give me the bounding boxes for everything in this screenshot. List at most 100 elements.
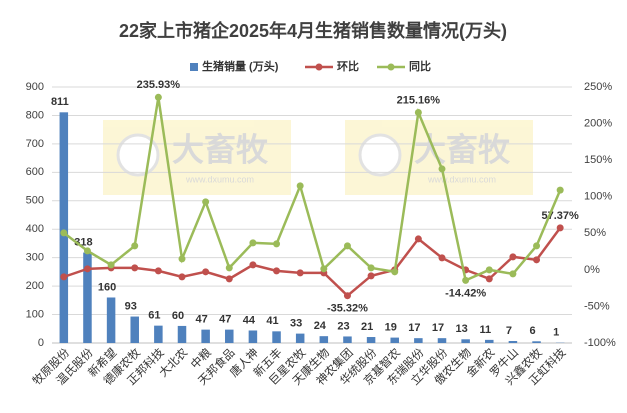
line-point (485, 266, 493, 274)
y-tick-label: 800 (26, 109, 44, 121)
bar (59, 112, 69, 343)
line-point (296, 182, 304, 190)
bar-value-label: 41 (266, 315, 278, 327)
line-value-label: -14.42% (445, 287, 486, 299)
line-point (509, 270, 517, 278)
bar (225, 329, 234, 343)
bar (295, 333, 305, 343)
line-point (131, 242, 139, 250)
legend-label: 同比 (409, 59, 431, 73)
bar-value-label: 811 (51, 96, 69, 108)
line-value-label: 235.93% (137, 79, 181, 91)
y-tick-label: 400 (26, 223, 44, 235)
watermarks: 大畜牧 www.dxumu.com 大畜牧 www.dxumu.com (103, 120, 533, 195)
line-point (202, 198, 210, 206)
bar (461, 339, 470, 343)
line (63, 97, 562, 283)
bar-value-label: 17 (432, 322, 444, 334)
bar-value-label: 47 (219, 314, 231, 326)
bar-value-label: 6 (529, 325, 535, 337)
line-point (367, 264, 375, 272)
bar-value-label: 17 (408, 322, 420, 334)
y-tick-label: 100 (26, 308, 44, 320)
y-tick-label: 500 (26, 195, 44, 207)
bar-value-label: 19 (385, 322, 397, 334)
line-point (83, 247, 91, 255)
y2-tick-label: 150% (584, 154, 612, 166)
y-tick-label: 900 (26, 81, 44, 93)
bar-value-label: 47 (196, 314, 208, 326)
bar (201, 329, 210, 343)
y2-tick-label: 200% (584, 117, 612, 129)
y-tick-label: 200 (26, 280, 44, 292)
line-point (154, 93, 162, 101)
bar (532, 341, 541, 343)
y2-tick-label: 250% (584, 81, 612, 93)
line-point (225, 264, 233, 272)
bar-value-label: 33 (290, 318, 302, 330)
y2-tick-label: 50% (584, 227, 606, 239)
bar-value-label: 7 (506, 325, 512, 337)
bar-value-label: 93 (125, 300, 137, 312)
line-point (462, 276, 470, 284)
line-point (438, 165, 446, 173)
line-point (60, 229, 68, 237)
line-point (296, 269, 304, 277)
line-point (131, 264, 139, 272)
line-point (533, 242, 541, 250)
line-point (60, 273, 68, 281)
line-point (343, 242, 351, 250)
bar-value-label: 60 (172, 310, 184, 322)
line-point (154, 267, 162, 275)
bar (83, 252, 92, 343)
line-point (509, 253, 517, 261)
watermark-text: 大畜牧 (172, 131, 269, 167)
y-tick-label: 300 (26, 252, 44, 264)
line-point (225, 275, 233, 283)
line-point (320, 265, 328, 273)
y2-tick-label: -50% (584, 300, 610, 312)
legend-swatch (190, 63, 198, 71)
bar (319, 336, 329, 343)
line-value-label: 215.16% (397, 94, 441, 106)
bar (106, 297, 116, 343)
y2-tick-label: -100% (584, 337, 616, 349)
chart-title: 22家上市猪企2025年4月生猪销售数量情况(万头) (119, 20, 507, 41)
line-point (533, 256, 541, 264)
line-point (556, 224, 564, 232)
bar (343, 336, 352, 343)
legend-label: 环比 (337, 59, 359, 73)
y2-tick-label: 100% (584, 191, 612, 203)
bar-value-label: 13 (456, 323, 468, 335)
line-point (107, 261, 115, 269)
y2-tick-label: 0% (584, 264, 600, 276)
bar (154, 325, 163, 343)
line-point (485, 275, 493, 283)
bar (437, 338, 447, 343)
bar-value-label: 24 (314, 320, 327, 332)
line-value-label: -35.32% (327, 303, 368, 315)
line-point (367, 272, 375, 280)
line-point (178, 255, 186, 263)
bar-value-label: 160 (98, 281, 116, 293)
bar (508, 341, 518, 343)
bar (177, 325, 187, 343)
watermark-url: www.dxumu.com (185, 174, 254, 184)
line-point (414, 108, 422, 116)
watermark-logo (358, 133, 402, 177)
bar-value-label: 1 (553, 327, 559, 339)
bar-value-label: 61 (148, 310, 160, 322)
bar (390, 337, 399, 343)
bar (366, 337, 376, 343)
legend-swatch (387, 63, 395, 71)
watermark-url: www.dxumu.com (427, 174, 496, 184)
bar-value-label: 23 (337, 320, 349, 332)
legend-label: 生猪销量 (万头) (202, 59, 279, 73)
line-point (414, 235, 422, 243)
bar-value-label: 11 (479, 324, 491, 336)
line-point (273, 267, 281, 275)
y-tick-label: 0 (38, 337, 44, 349)
line-point (273, 240, 281, 248)
line-point (83, 265, 91, 273)
line-point (343, 292, 351, 300)
